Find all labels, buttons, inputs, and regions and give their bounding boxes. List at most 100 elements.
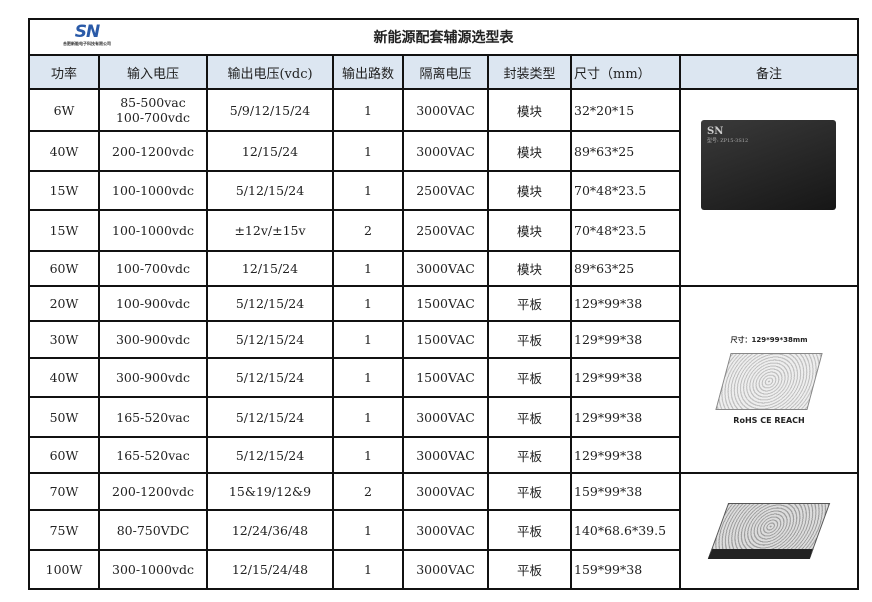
table-row: 75W 80-750VDC 12/24/36/48 1 3000VAC 平板 140*68.… — [28, 509, 858, 551]
cell-power: 15W — [28, 209, 100, 252]
cell-power: 40W — [28, 357, 100, 398]
cell-power: 100W — [28, 549, 100, 590]
cell-size: 159*99*38 — [570, 549, 681, 590]
cell-size: 32*20*15 — [570, 88, 681, 132]
cell-output: 12/15/24 — [206, 130, 334, 172]
cell-package: 模块 — [487, 88, 572, 132]
cell-isolation: 2500VAC — [402, 170, 489, 211]
column-header: 隔离电压 — [402, 54, 489, 90]
cell-channels: 1 — [332, 549, 404, 590]
table-row: 15W 100-1000vdc ±12v/±15v 2 2500VAC 模块 70*48*2… — [28, 209, 858, 252]
table-row: 15W 100-1000vdc 5/12/15/24 1 2500VAC 模块 70*48*… — [28, 170, 858, 211]
cell-package: 模块 — [487, 209, 572, 252]
table-row: 30W 300-900vdc 5/12/15/24 1 1500VAC 平板 129*99*… — [28, 320, 858, 359]
cell-size: 140*68.6*39.5 — [570, 509, 681, 551]
cell-package: 平板 — [487, 285, 572, 322]
cell-isolation: 1500VAC — [402, 285, 489, 322]
column-header: 功率 — [28, 54, 100, 90]
table-row: 60W 165-520vac 5/12/15/24 1 3000VAC 平板 129*99*… — [28, 436, 858, 474]
cell-power: 15W — [28, 170, 100, 211]
psu-enclosed-photo-cell — [679, 472, 859, 590]
title-row: SN 合肥新能电子科技有限公司 新能源配套辅源选型表 — [28, 18, 859, 56]
cell-isolation: 3000VAC — [402, 509, 489, 551]
size-caption: 尺寸：129*99*38mm — [730, 335, 808, 344]
table-title: 新能源配套辅源选型表 — [373, 30, 514, 46]
cell-channels: 1 — [332, 285, 404, 322]
header-row: 功率 输入电压 输出电压(vdc) 输出路数 隔离电压 封装类型 尺寸（mm） 备注 — [28, 54, 859, 90]
cell-size: 159*99*38 — [570, 472, 681, 511]
cell-power: 70W — [28, 472, 100, 511]
table-row: 40W 300-900vdc 5/12/15/24 1 1500VAC 平板 129*99*… — [28, 357, 858, 398]
cell-size: 129*99*38 — [570, 357, 681, 398]
cell-input: 80-750VDC — [98, 509, 208, 551]
cell-output: 12/15/24/48 — [206, 549, 334, 590]
cell-power: 30W — [28, 320, 100, 359]
cell-output: 5/12/15/24 — [206, 396, 334, 438]
cell-output: 12/15/24 — [206, 250, 334, 287]
cell-input: 100-700vdc — [98, 250, 208, 287]
cell-size: 89*63*25 — [570, 250, 681, 287]
column-header: 尺寸（mm） — [570, 54, 681, 90]
cell-input: 300-900vdc — [98, 320, 208, 359]
cell-input: 165-520vac — [98, 396, 208, 438]
cell-input: 100-900vdc — [98, 285, 208, 322]
module-product-image: SN 型号: ZP15-3S12 — [701, 120, 836, 210]
cell-size: 129*99*38 — [570, 320, 681, 359]
cell-output: 5/12/15/24 — [206, 285, 334, 322]
cell-input: 200-1200vdc — [98, 130, 208, 172]
cell-output: 15&19/12&9 — [206, 472, 334, 511]
cell-isolation: 3000VAC — [402, 396, 489, 438]
cell-channels: 1 — [332, 357, 404, 398]
certifications: RoHS CE REACH — [733, 415, 805, 425]
module-photo-cell: SN 型号: ZP15-3S12 — [679, 88, 859, 287]
table-row: 60W 100-700vdc 12/15/24 1 3000VAC 模块 89*63*25 — [28, 250, 858, 287]
cell-power: 60W — [28, 250, 100, 287]
cell-channels: 1 — [332, 170, 404, 211]
cell-isolation: 3000VAC — [402, 549, 489, 590]
cell-input: 300-1000vdc — [98, 549, 208, 590]
column-header: 输出路数 — [332, 54, 404, 90]
table-row: 50W 165-520vac 5/12/15/24 1 3000VAC 平板 129*99*… — [28, 396, 858, 438]
column-header: 备注 — [679, 54, 859, 90]
table-row: 40W 200-1200vdc 12/15/24 1 3000VAC 模块 89*63*25 — [28, 130, 858, 172]
cell-isolation: 2500VAC — [402, 209, 489, 252]
cell-input: 300-900vdc — [98, 357, 208, 398]
table-row: 6W 85-500vac 100-700vdc 5/9/12/15/24 1 3000V… — [28, 88, 859, 287]
cell-channels: 1 — [332, 130, 404, 172]
psu-photo-cell: 尺寸：129*99*38mm RoHS CE REACH — [679, 285, 859, 474]
cell-size: 70*48*23.5 — [570, 209, 681, 252]
column-header: 封装类型 — [487, 54, 572, 90]
cell-channels: 1 — [332, 436, 404, 474]
cell-output: 5/9/12/15/24 — [206, 88, 334, 132]
cell-size: 70*48*23.5 — [570, 170, 681, 211]
selection-table: SN 合肥新能电子科技有限公司 新能源配套辅源选型表 功率 输入电压 输出电压(vdc… — [28, 18, 859, 590]
cell-output: ±12v/±15v — [206, 209, 334, 252]
column-header: 输出电压(vdc) — [206, 54, 334, 90]
cell-isolation: 1500VAC — [402, 320, 489, 359]
column-header: 输入电压 — [98, 54, 208, 90]
cell-channels: 1 — [332, 320, 404, 359]
cell-channels: 2 — [332, 472, 404, 511]
cell-package: 模块 — [487, 130, 572, 172]
cell-package: 平板 — [487, 436, 572, 474]
cell-size: 129*99*38 — [570, 396, 681, 438]
cell-input: 85-500vac 100-700vdc — [98, 88, 208, 132]
cell-power: 20W — [28, 285, 100, 322]
cell-package: 平板 — [487, 320, 572, 359]
cell-isolation: 3000VAC — [402, 250, 489, 287]
cell-package: 模块 — [487, 250, 572, 287]
cell-input: 100-1000vdc — [98, 209, 208, 252]
cell-output: 5/12/15/24 — [206, 320, 334, 359]
cell-power: 75W — [28, 509, 100, 551]
cell-package: 平板 — [487, 396, 572, 438]
cell-package: 平板 — [487, 549, 572, 590]
cell-package: 模块 — [487, 170, 572, 211]
cell-size: 129*99*38 — [570, 285, 681, 322]
cell-size: 129*99*38 — [570, 436, 681, 474]
cell-size: 89*63*25 — [570, 130, 681, 172]
cell-power: 40W — [28, 130, 100, 172]
cell-channels: 1 — [332, 509, 404, 551]
cell-output: 12/24/36/48 — [206, 509, 334, 551]
table-row: 20W 100-900vdc 5/12/15/24 1 1500VAC 平板 129*99*… — [28, 285, 859, 474]
table-row: 100W 300-1000vdc 12/15/24/48 1 3000VAC 平板 159*… — [28, 549, 858, 590]
